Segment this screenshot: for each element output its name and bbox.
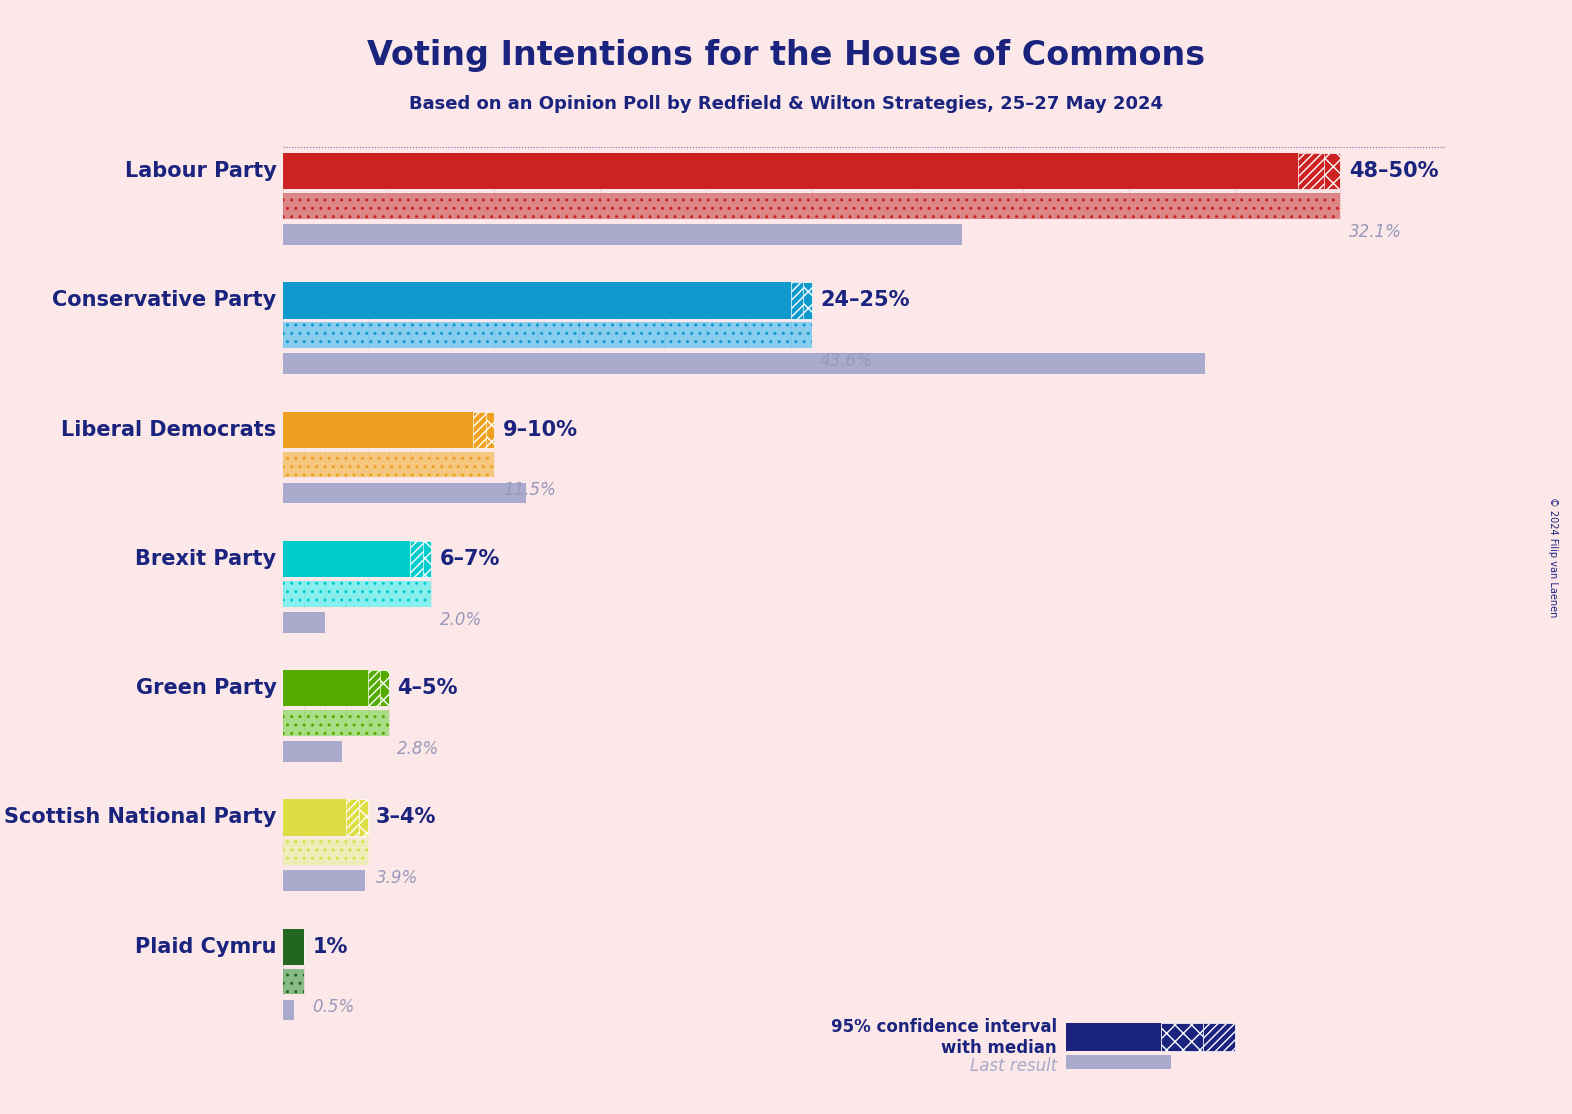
Text: Based on an Opinion Poll by Redfield & Wilton Strategies, 25–27 May 2024: Based on an Opinion Poll by Redfield & W… [409, 95, 1163, 113]
Bar [1203, 1023, 1234, 1052]
Text: 4–5%: 4–5% [398, 678, 457, 698]
Bar [283, 800, 357, 836]
Bar [283, 612, 325, 633]
Text: 2.0%: 2.0% [440, 610, 481, 628]
Text: 3–4%: 3–4% [376, 808, 437, 828]
Text: Scottish National Party: Scottish National Party [5, 808, 277, 828]
Bar [346, 800, 358, 836]
Bar [283, 322, 811, 349]
Bar [283, 482, 527, 504]
Text: Last result: Last result [970, 1056, 1056, 1075]
Bar [283, 322, 811, 349]
Bar [1160, 1023, 1203, 1052]
Bar [379, 670, 388, 706]
Bar [1319, 153, 1341, 189]
Bar [473, 411, 486, 448]
Bar [283, 670, 379, 706]
Bar [283, 839, 368, 866]
Text: Brexit Party: Brexit Party [135, 549, 277, 569]
Text: 32.1%: 32.1% [1349, 223, 1402, 241]
Bar [283, 870, 365, 891]
Bar [283, 839, 368, 866]
Text: Green Party: Green Party [135, 678, 277, 698]
Bar [283, 193, 1341, 219]
Text: Conservative Party: Conservative Party [52, 291, 277, 311]
Text: Voting Intentions for the House of Commons: Voting Intentions for the House of Commo… [366, 39, 1206, 72]
Text: 1%: 1% [313, 937, 347, 957]
Text: 48–50%: 48–50% [1349, 162, 1438, 182]
Bar [283, 540, 420, 577]
Text: 9–10%: 9–10% [503, 420, 578, 440]
Bar [1298, 153, 1324, 189]
Bar [283, 929, 303, 965]
Bar [484, 411, 495, 448]
Text: 0.5%: 0.5% [313, 998, 355, 1016]
Bar [283, 353, 1206, 374]
Bar [791, 282, 803, 319]
Bar [357, 800, 368, 836]
Bar [283, 710, 388, 736]
Bar [283, 580, 431, 607]
Text: 95% confidence interval
with median: 95% confidence interval with median [832, 1018, 1056, 1056]
Bar [283, 969, 303, 995]
Bar [283, 193, 1341, 219]
Bar [283, 999, 294, 1020]
Text: 11.5%: 11.5% [503, 481, 556, 499]
Text: 24–25%: 24–25% [821, 291, 910, 311]
Text: 6–7%: 6–7% [440, 549, 500, 569]
Bar [283, 411, 484, 448]
Bar [283, 153, 1319, 189]
Text: Plaid Cymru: Plaid Cymru [135, 937, 277, 957]
Text: © 2024 Filip van Laenen: © 2024 Filip van Laenen [1548, 497, 1558, 617]
Bar [283, 710, 388, 736]
Bar [283, 282, 802, 319]
Text: 2.8%: 2.8% [398, 740, 440, 758]
Bar [283, 224, 962, 245]
Bar [283, 741, 343, 762]
Text: 3.9%: 3.9% [376, 869, 418, 887]
Bar [410, 540, 423, 577]
Bar [283, 969, 303, 995]
Text: Labour Party: Labour Party [124, 162, 277, 182]
Bar [283, 451, 495, 478]
Bar [283, 451, 495, 478]
Text: 43.6%: 43.6% [821, 352, 872, 370]
Bar [368, 670, 380, 706]
Bar [802, 282, 811, 319]
Text: Liberal Democrats: Liberal Democrats [61, 420, 277, 440]
Bar [283, 580, 431, 607]
Bar [1066, 1055, 1171, 1076]
Bar [420, 540, 431, 577]
Bar [1066, 1023, 1160, 1052]
